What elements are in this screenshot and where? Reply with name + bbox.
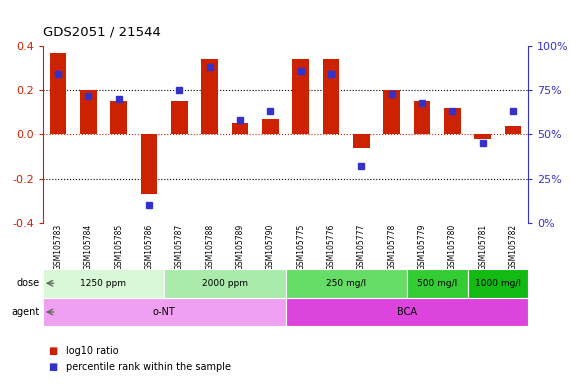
Bar [444,108,461,134]
Bar [468,269,528,298]
Text: 1000 mg/l: 1000 mg/l [475,279,521,288]
Bar [475,134,491,139]
Bar [292,59,309,134]
Text: GSM105783: GSM105783 [54,224,62,270]
Bar [164,269,286,298]
Text: 1250 ppm: 1250 ppm [81,279,127,288]
Bar [262,119,279,134]
Bar [110,101,127,134]
Text: GSM105789: GSM105789 [235,224,244,270]
Text: 2000 ppm: 2000 ppm [202,279,248,288]
Text: GSM105781: GSM105781 [478,224,487,270]
Text: 500 mg/l: 500 mg/l [417,279,457,288]
Text: GSM105784: GSM105784 [84,224,93,270]
Text: percentile rank within the sample: percentile rank within the sample [66,362,231,372]
Bar [383,90,400,134]
Bar [43,269,164,298]
Bar [286,298,528,326]
Text: dose: dose [17,278,40,288]
Bar [323,59,339,134]
Bar [505,126,521,134]
Text: GSM105776: GSM105776 [327,224,336,270]
Bar [50,53,66,134]
Text: GSM105778: GSM105778 [387,224,396,270]
Bar [43,298,286,326]
Bar [232,123,248,134]
Text: GSM105777: GSM105777 [357,224,366,270]
Text: ■: ■ [49,362,58,372]
Text: GSM105786: GSM105786 [144,224,154,270]
Bar [140,134,158,194]
Text: GSM105782: GSM105782 [509,224,517,270]
Text: ■: ■ [49,346,58,356]
Text: o-NT: o-NT [153,307,175,317]
Text: GDS2051 / 21544: GDS2051 / 21544 [43,25,160,38]
Text: GSM105785: GSM105785 [114,224,123,270]
Bar [80,90,96,134]
Text: GSM105775: GSM105775 [296,224,305,270]
Bar [202,59,218,134]
Text: 250 mg/l: 250 mg/l [326,279,366,288]
Bar [286,269,407,298]
Text: GSM105780: GSM105780 [448,224,457,270]
Text: BCA: BCA [397,307,417,317]
Text: GSM105779: GSM105779 [417,224,427,270]
Text: GSM105787: GSM105787 [175,224,184,270]
Bar [171,101,188,134]
Text: log10 ratio: log10 ratio [66,346,118,356]
Bar [413,101,431,134]
Text: GSM105790: GSM105790 [266,224,275,270]
Text: agent: agent [12,307,40,317]
Bar [353,134,369,147]
Bar [407,269,468,298]
Text: GSM105788: GSM105788 [205,224,214,270]
